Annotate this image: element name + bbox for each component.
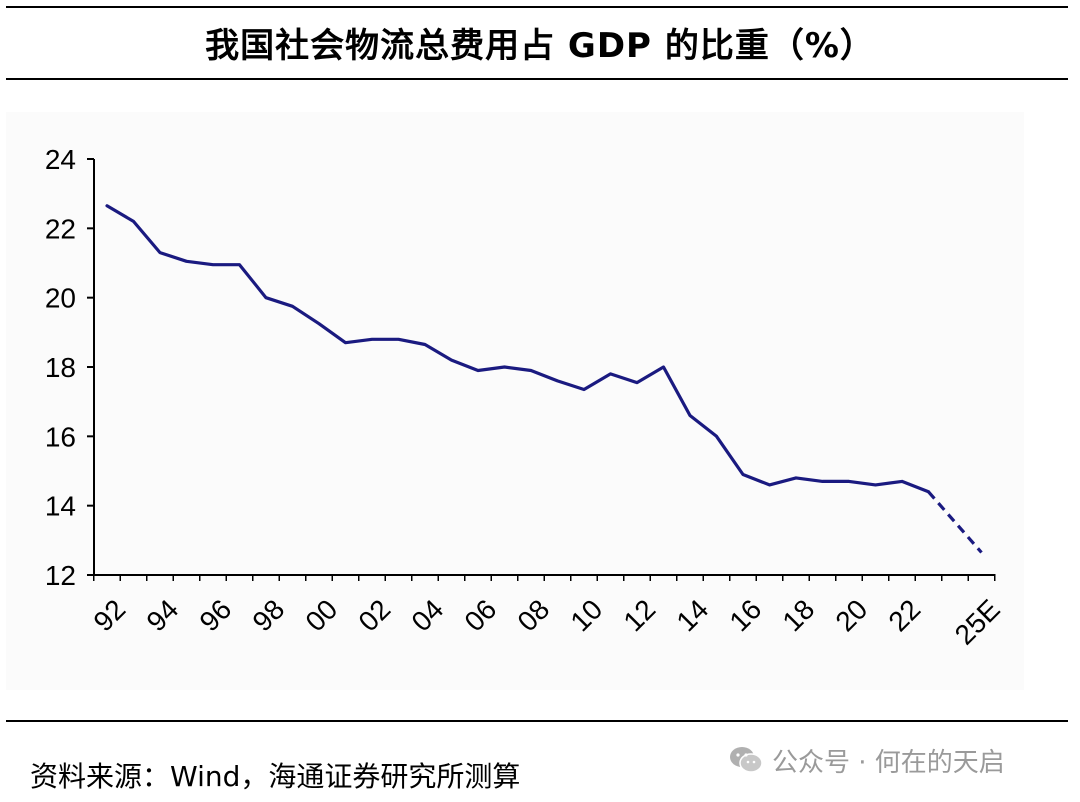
x-tick-label: 00 — [299, 593, 343, 637]
data-point — [609, 372, 613, 376]
series-forecast-line — [927, 490, 983, 554]
x-tick-label: 06 — [458, 593, 502, 637]
x-tick-label: 04 — [405, 593, 449, 637]
data-point — [503, 365, 507, 369]
data-point — [715, 434, 719, 438]
data-point — [741, 472, 745, 476]
y-tick-label: 16 — [45, 421, 76, 452]
x-tick-label: 98 — [246, 593, 290, 637]
data-point — [291, 304, 295, 308]
data-point — [556, 379, 560, 383]
wechat-icon — [730, 747, 763, 773]
x-tick-label: 12 — [617, 593, 661, 637]
data-point — [688, 414, 692, 418]
data-point — [847, 479, 851, 483]
chart-area-background — [6, 112, 1024, 690]
y-tick-label: 12 — [45, 560, 76, 591]
series-line — [105, 204, 931, 494]
y-tick-label: 24 — [45, 144, 76, 175]
x-tick-label: 16 — [723, 593, 767, 637]
x-tick-label: 94 — [140, 593, 184, 637]
data-point — [794, 476, 798, 480]
footer-rule — [6, 720, 1068, 722]
y-tick-label: 14 — [45, 491, 76, 522]
data-point — [768, 483, 772, 487]
data-point — [317, 322, 321, 326]
title-rule — [6, 78, 1068, 80]
data-point — [874, 483, 878, 487]
top-rule — [6, 6, 1068, 8]
data-point — [476, 368, 480, 372]
x-tick-label: 96 — [193, 593, 237, 637]
data-point — [582, 388, 586, 392]
x-tick-label: 14 — [670, 593, 714, 637]
data-point — [900, 479, 904, 483]
y-tick-label: 20 — [45, 283, 76, 314]
x-tick-label: 02 — [352, 593, 396, 637]
data-point — [450, 358, 454, 362]
x-tick-label: 10 — [564, 593, 608, 637]
source-note: 资料来源：Wind，海通证券研究所测算 — [30, 760, 521, 793]
x-tick-label: 08 — [511, 593, 555, 637]
data-point — [158, 251, 162, 255]
data-point — [397, 337, 401, 341]
watermark-text: 公众号 · 何在的天启 — [772, 747, 1005, 778]
y-tick-label: 18 — [45, 352, 76, 383]
y-tick-label: 22 — [45, 213, 76, 244]
data-point — [821, 479, 825, 483]
data-point — [662, 365, 666, 369]
watermark: 公众号 · 何在的天启 — [728, 740, 1005, 780]
x-tick-label: 20 — [829, 593, 873, 637]
data-point — [529, 368, 533, 372]
data-point — [370, 337, 374, 341]
data-point — [211, 263, 215, 267]
data-point — [264, 296, 268, 300]
x-tick-label: 25E — [949, 593, 1006, 650]
data-point — [185, 259, 189, 263]
data-point — [344, 341, 348, 345]
data-point — [132, 219, 136, 223]
data-point — [105, 204, 109, 208]
data-point — [423, 342, 427, 346]
data-point — [927, 490, 931, 494]
x-tick-label: 92 — [87, 593, 131, 637]
data-point — [238, 263, 242, 267]
data-point — [635, 381, 639, 385]
data-point — [980, 550, 984, 554]
x-tick-label: 22 — [882, 593, 926, 637]
chart-title: 我国社会物流总费用占 GDP 的比重（%） — [205, 26, 875, 66]
x-tick-label: 18 — [776, 593, 820, 637]
